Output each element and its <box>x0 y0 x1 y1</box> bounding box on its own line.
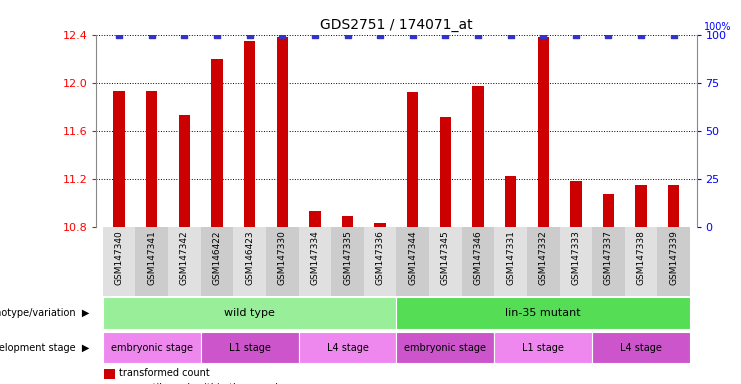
Point <box>342 31 353 38</box>
Bar <box>211 59 223 227</box>
Bar <box>103 227 136 296</box>
Text: GSM147337: GSM147337 <box>604 230 613 285</box>
Text: lin-35 mutant: lin-35 mutant <box>505 308 581 318</box>
Text: embryonic stage: embryonic stage <box>111 343 193 353</box>
Bar <box>472 86 484 227</box>
Bar <box>505 176 516 227</box>
Point <box>244 31 256 38</box>
Point <box>537 31 549 38</box>
Text: embryonic stage: embryonic stage <box>405 343 486 353</box>
Bar <box>635 185 647 227</box>
Text: GSM147335: GSM147335 <box>343 230 352 285</box>
Text: GSM147330: GSM147330 <box>278 230 287 285</box>
Text: GSM147344: GSM147344 <box>408 230 417 285</box>
Bar <box>179 115 190 227</box>
Bar <box>396 297 690 328</box>
Bar <box>342 216 353 227</box>
Text: GSM147331: GSM147331 <box>506 230 515 285</box>
Bar <box>559 227 592 296</box>
Point <box>113 31 125 38</box>
Text: GSM147346: GSM147346 <box>473 230 482 285</box>
Bar <box>168 227 201 296</box>
Point <box>472 31 484 38</box>
Point <box>570 31 582 38</box>
Point <box>179 31 190 38</box>
Text: wild type: wild type <box>225 308 275 318</box>
Text: L1 stage: L1 stage <box>522 343 564 353</box>
Bar <box>364 227 396 296</box>
Text: GSM146423: GSM146423 <box>245 230 254 285</box>
Point <box>505 31 516 38</box>
Bar <box>201 227 233 296</box>
Text: GSM147342: GSM147342 <box>180 230 189 285</box>
Text: GSM147341: GSM147341 <box>147 230 156 285</box>
Bar <box>113 91 125 227</box>
Bar <box>266 227 299 296</box>
Text: GSM147338: GSM147338 <box>637 230 645 285</box>
Bar <box>136 227 168 296</box>
Bar <box>201 332 299 363</box>
Point <box>374 31 386 38</box>
Text: 100%: 100% <box>703 22 731 32</box>
Text: GSM147339: GSM147339 <box>669 230 678 285</box>
Text: L1 stage: L1 stage <box>229 343 270 353</box>
Bar <box>537 37 549 227</box>
Text: GSM146422: GSM146422 <box>213 230 222 285</box>
Text: GSM147340: GSM147340 <box>115 230 124 285</box>
Bar <box>233 227 266 296</box>
Bar <box>331 227 364 296</box>
Bar <box>527 227 559 296</box>
Bar <box>668 185 679 227</box>
Point <box>211 31 223 38</box>
Text: L4 stage: L4 stage <box>620 343 662 353</box>
Point <box>276 31 288 38</box>
Text: transformed count: transformed count <box>119 368 209 378</box>
Bar <box>276 37 288 227</box>
Text: GSM147334: GSM147334 <box>310 230 319 285</box>
Bar <box>439 118 451 227</box>
Text: L4 stage: L4 stage <box>327 343 368 353</box>
Bar <box>592 332 690 363</box>
Bar <box>407 92 419 227</box>
Text: GSM147336: GSM147336 <box>376 230 385 285</box>
Bar <box>592 227 625 296</box>
Bar <box>244 41 256 227</box>
Point <box>146 31 158 38</box>
Point <box>439 31 451 38</box>
Bar <box>462 227 494 296</box>
Point <box>309 31 321 38</box>
Bar <box>494 332 592 363</box>
Bar <box>396 332 494 363</box>
Bar <box>103 332 201 363</box>
Text: GSM147345: GSM147345 <box>441 230 450 285</box>
Bar <box>429 227 462 296</box>
Bar <box>494 227 527 296</box>
Point <box>668 31 679 38</box>
Text: GSM147333: GSM147333 <box>571 230 580 285</box>
Bar <box>374 223 386 227</box>
Bar <box>299 332 396 363</box>
Bar <box>103 297 396 328</box>
Title: GDS2751 / 174071_at: GDS2751 / 174071_at <box>320 18 473 32</box>
Text: GSM147332: GSM147332 <box>539 230 548 285</box>
Point <box>407 31 419 38</box>
Text: percentile rank within the sample: percentile rank within the sample <box>119 383 284 384</box>
Bar <box>309 211 321 227</box>
Bar <box>625 227 657 296</box>
Bar <box>396 227 429 296</box>
Point <box>602 31 614 38</box>
Text: genotype/variation  ▶: genotype/variation ▶ <box>0 308 89 318</box>
Bar <box>570 181 582 227</box>
Text: development stage  ▶: development stage ▶ <box>0 343 89 353</box>
Bar <box>657 227 690 296</box>
Point <box>635 31 647 38</box>
Bar <box>146 91 158 227</box>
Bar <box>299 227 331 296</box>
Bar <box>602 194 614 227</box>
